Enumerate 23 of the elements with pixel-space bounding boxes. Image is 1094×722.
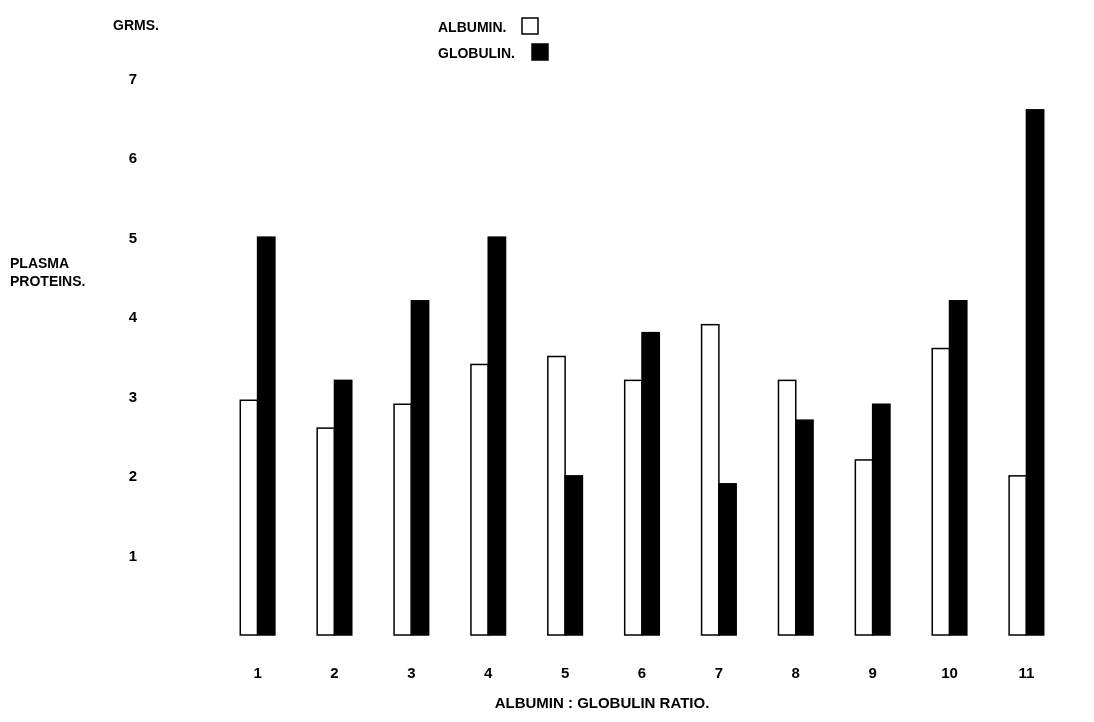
y-tick-label: 2 <box>128 467 138 485</box>
x-tick-label: 4 <box>484 664 494 681</box>
x-tick-label: 3 <box>407 664 416 681</box>
x-tick-label: 5 <box>560 664 570 681</box>
x-tick-label: 6 <box>637 664 647 681</box>
y-tick-label: 3 <box>128 387 138 405</box>
text: GRMS. <box>113 17 159 33</box>
x-tick-label: 2 <box>330 664 339 681</box>
x-tick-label: 10 <box>941 664 958 681</box>
x-axis-title: ALBUMIN : GLOBULIN RATIO. <box>494 694 710 711</box>
y-tick-label: 5 <box>128 228 138 246</box>
x-tick-label: 9 <box>868 664 877 681</box>
legend-label: GLOBULIN. <box>438 45 515 61</box>
y-tick-label: 4 <box>128 308 138 326</box>
y-tick-label: 1 <box>128 546 138 564</box>
x-tick-label: 7 <box>714 664 724 681</box>
y-tick-label: 7 <box>128 69 138 87</box>
x-tick-label: 1 <box>253 664 262 681</box>
y-axis-title: PLASMA PROTEINS. <box>10 255 86 289</box>
x-tick-label: 8 <box>791 664 800 681</box>
y-tick-label: 6 <box>128 149 138 167</box>
legend-label: ALBUMIN. <box>438 19 507 35</box>
x-tick-label: 11 <box>1018 664 1035 681</box>
